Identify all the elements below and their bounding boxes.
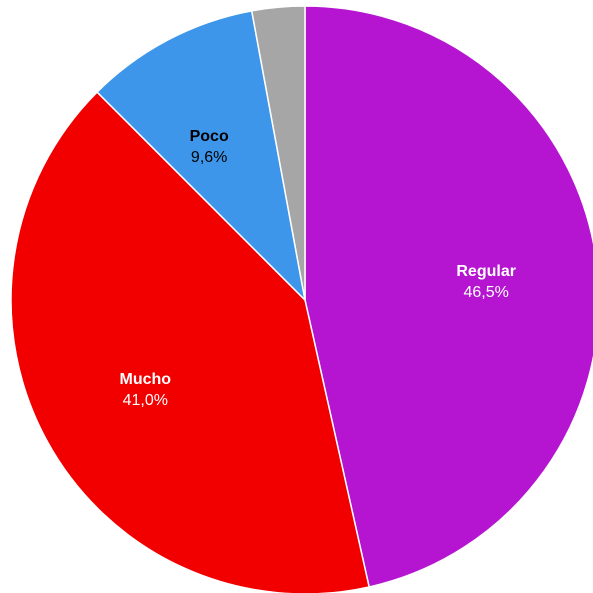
pie-labels: Regular 46,5% Mucho 41,0% Poco 9,6% [119,128,515,409]
pie-slice-mucho [10,91,371,593]
slice-label-poco: Poco [190,128,229,145]
pie-slice-regular [304,5,593,588]
pie-slice-poco [96,9,307,303]
slice-value-regular: 46,5% [463,284,508,301]
slice-value-poco: 9,6% [191,149,227,166]
slice-label-mucho: Mucho [119,371,171,388]
pie-slice-other [250,5,306,301]
slice-value-mucho: 41,0% [123,392,168,409]
pie-slices [10,5,593,593]
slice-label-regular: Regular [456,263,516,280]
